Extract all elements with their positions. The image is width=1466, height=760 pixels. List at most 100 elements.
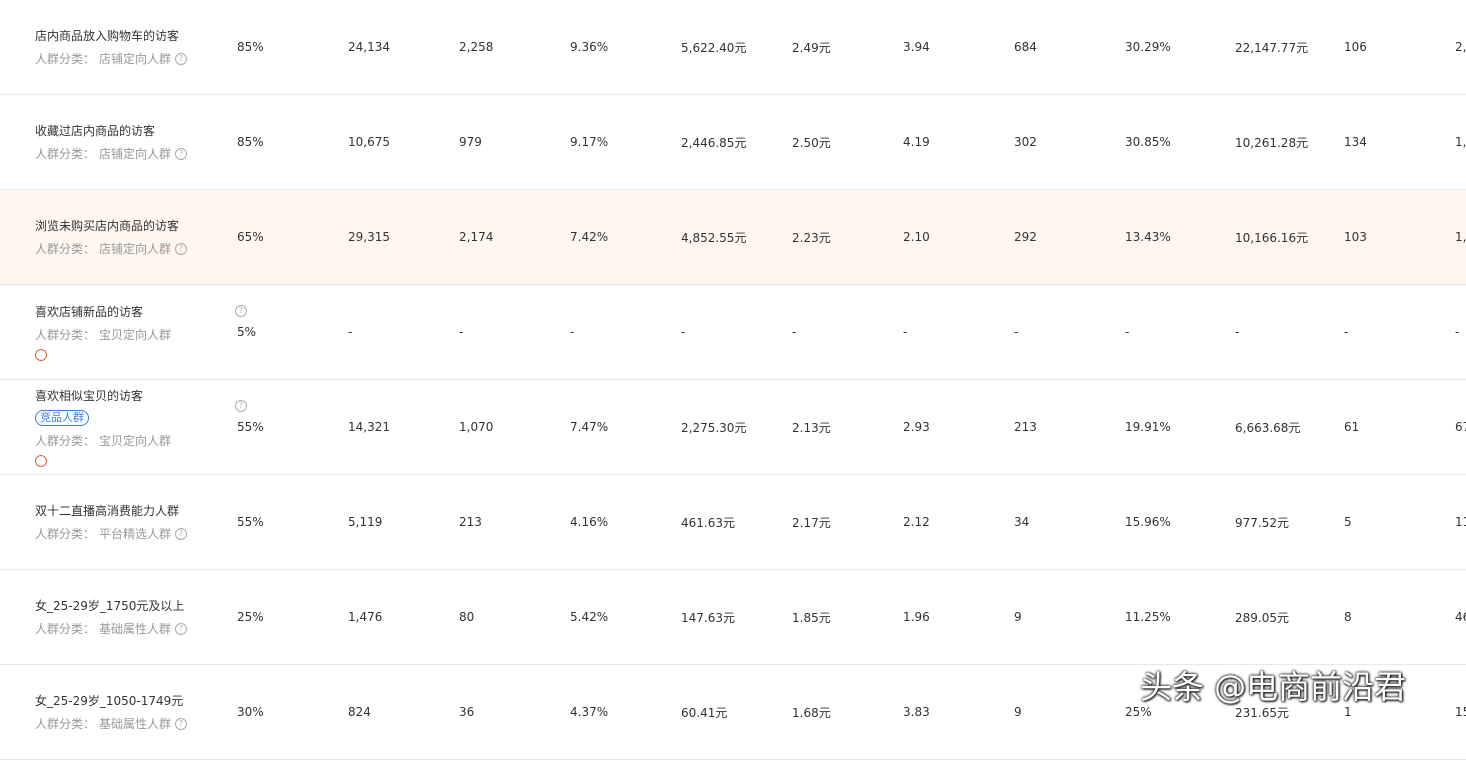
table-cell: 55% bbox=[237, 420, 264, 434]
table-cell: 2,446.85元 bbox=[681, 135, 747, 150]
help-icon[interactable]: ? bbox=[175, 147, 188, 160]
pause-icon[interactable] bbox=[35, 455, 47, 467]
table-cell: 19.91% bbox=[1125, 420, 1171, 434]
table-cell: 1.85元 bbox=[792, 610, 831, 625]
table-cell: 103 bbox=[1344, 230, 1367, 244]
table-cell: 1, bbox=[1455, 230, 1466, 244]
category-value: 店铺定向人群 bbox=[99, 52, 172, 66]
table-cell: 9 bbox=[1014, 705, 1022, 719]
table-cell: 13.43% bbox=[1125, 230, 1171, 244]
table-cell: 4.16% bbox=[570, 515, 609, 529]
audience-category: 人群分类： 基础属性人群? bbox=[35, 715, 225, 732]
table-cell: 134 bbox=[1344, 135, 1367, 149]
category-label: 人群分类： bbox=[35, 622, 96, 636]
table-cell: 5% bbox=[237, 325, 257, 339]
category-label: 人群分类： bbox=[35, 52, 96, 66]
table-cell: - bbox=[681, 325, 686, 339]
table-cell: 25% bbox=[1125, 705, 1152, 719]
table-cell: 2.93 bbox=[903, 420, 930, 434]
table-cell: 11 bbox=[1455, 515, 1466, 529]
table-cell: 2,275.30元 bbox=[681, 420, 747, 435]
table-cell: 292 bbox=[1014, 230, 1037, 244]
table-cell: 22,147.77元 bbox=[1235, 40, 1309, 55]
table-cell: - bbox=[1235, 325, 1240, 339]
audience-name: 店内商品放入购物车的访客 bbox=[35, 29, 180, 43]
table-cell: 2.23元 bbox=[792, 230, 831, 245]
table-cell: 2.49元 bbox=[792, 40, 831, 55]
audience-category: 人群分类： 店铺定向人群? bbox=[35, 145, 225, 162]
table-cell: 9 bbox=[1014, 610, 1022, 624]
watermark: 头条 @电商前沿君 bbox=[1140, 668, 1407, 706]
table-cell: 30% bbox=[237, 705, 264, 719]
table-row: 收藏过店内商品的访客 人群分类： 店铺定向人群? 85% 10,675 979 9.17% 2… bbox=[0, 95, 1466, 190]
name-cell: 收藏过店内商品的访客人群分类： 店铺定向人群? bbox=[35, 95, 225, 189]
table-cell: 1 bbox=[1344, 705, 1352, 719]
category-label: 人群分类： bbox=[35, 717, 96, 731]
table-cell: 1,070 bbox=[459, 420, 494, 434]
play-icon[interactable] bbox=[35, 349, 47, 361]
name-cell: 女_25-29岁_1050-1749元 人群分类： 基础属性人群? bbox=[35, 665, 225, 759]
category-label: 人群分类： bbox=[35, 434, 96, 448]
table-cell: 5.42% bbox=[570, 610, 609, 624]
table-cell: 9.36% bbox=[570, 40, 609, 54]
table-cell: 30.29% bbox=[1125, 40, 1171, 54]
table-cell: 80 bbox=[459, 610, 475, 624]
table-cell: 2.13元 bbox=[792, 420, 831, 435]
table-cell: 9.17% bbox=[570, 135, 609, 149]
category-value: 平台精选人群 bbox=[99, 527, 172, 541]
table-cell: 289.05元 bbox=[1235, 610, 1289, 625]
help-icon[interactable]: ? bbox=[175, 527, 188, 540]
category-value: 店铺定向人群 bbox=[99, 242, 172, 256]
category-value: 宝贝定向人群 bbox=[99, 328, 172, 342]
table-row: 喜欢店铺新品的访客 人群分类： 宝贝定向人群? 5% - - - - - - - - - - - bbox=[0, 285, 1466, 380]
table-cell: 10,675 bbox=[348, 135, 390, 149]
table-cell: - bbox=[1455, 325, 1460, 339]
category-value: 基础属性人群 bbox=[99, 622, 172, 636]
table-cell: 85% bbox=[237, 40, 264, 54]
name-cell: 女_25-29岁_1750元及以上 人群分类： 基础属性人群? bbox=[35, 570, 225, 664]
table-cell: 2.50元 bbox=[792, 135, 831, 150]
table-cell: 15 bbox=[1455, 705, 1466, 719]
audience-name: 收藏过店内商品的访客 bbox=[35, 124, 156, 138]
help-icon[interactable]: ? bbox=[175, 622, 188, 635]
table-cell: 1.96 bbox=[903, 610, 930, 624]
table-cell: 7.47% bbox=[570, 420, 609, 434]
name-cell: 浏览未购买店内商品的访客 人群分类： 店铺定向人群? bbox=[35, 190, 225, 284]
audience-name: 女_25-29岁_1750元及以上 bbox=[35, 599, 185, 613]
audience-category: 人群分类： 宝贝定向人群 bbox=[35, 326, 225, 343]
table-cell: - bbox=[1125, 325, 1130, 339]
table-cell: 4,852.55元 bbox=[681, 230, 747, 245]
table-cell: 10,261.28元 bbox=[1235, 135, 1309, 150]
table-cell: - bbox=[348, 325, 353, 339]
table-row: 店内商品放入购物车的访客 人群分类： 店铺定向人群? 85% 24,134 2,258 9.… bbox=[0, 0, 1466, 95]
table-cell: 24,134 bbox=[348, 40, 390, 54]
help-icon[interactable]: ? bbox=[235, 400, 247, 412]
table-cell: 30.85% bbox=[1125, 135, 1171, 149]
name-cell: 喜欢店铺新品的访客 人群分类： 宝贝定向人群? bbox=[35, 285, 247, 379]
category-value: 基础属性人群 bbox=[99, 717, 172, 731]
table-row: 喜欢相似宝贝的访客 竞品人群 人群分类： 宝贝定向人群? 55% 14,321 1,070 7… bbox=[0, 380, 1466, 475]
table-cell: 461.63元 bbox=[681, 515, 735, 530]
category-label: 人群分类： bbox=[35, 147, 96, 161]
name-cell: 店内商品放入购物车的访客 人群分类： 店铺定向人群? bbox=[35, 0, 225, 94]
table-row: 浏览未购买店内商品的访客 人群分类： 店铺定向人群? 65% 29,315 2,174 7.… bbox=[0, 190, 1466, 285]
table-cell: - bbox=[903, 325, 908, 339]
help-icon[interactable]: ? bbox=[235, 305, 247, 317]
help-icon[interactable]: ? bbox=[175, 242, 188, 255]
table-cell: 15.96% bbox=[1125, 515, 1171, 529]
table-cell: 4.37% bbox=[570, 705, 609, 719]
help-icon[interactable]: ? bbox=[175, 717, 188, 730]
table-cell: 147.63元 bbox=[681, 610, 735, 625]
category-label: 人群分类： bbox=[35, 328, 96, 342]
table-cell: 1.68元 bbox=[792, 705, 831, 720]
audience-category: 人群分类： 店铺定向人群? bbox=[35, 50, 225, 67]
table-cell: 8 bbox=[1344, 610, 1352, 624]
table-cell: 7.42% bbox=[570, 230, 609, 244]
table-cell: 2.10 bbox=[903, 230, 930, 244]
table-cell: 5,622.40元 bbox=[681, 40, 747, 55]
table-cell: - bbox=[570, 325, 575, 339]
table-cell: 106 bbox=[1344, 40, 1367, 54]
help-icon[interactable]: ? bbox=[175, 52, 188, 65]
table-cell: 213 bbox=[459, 515, 482, 529]
